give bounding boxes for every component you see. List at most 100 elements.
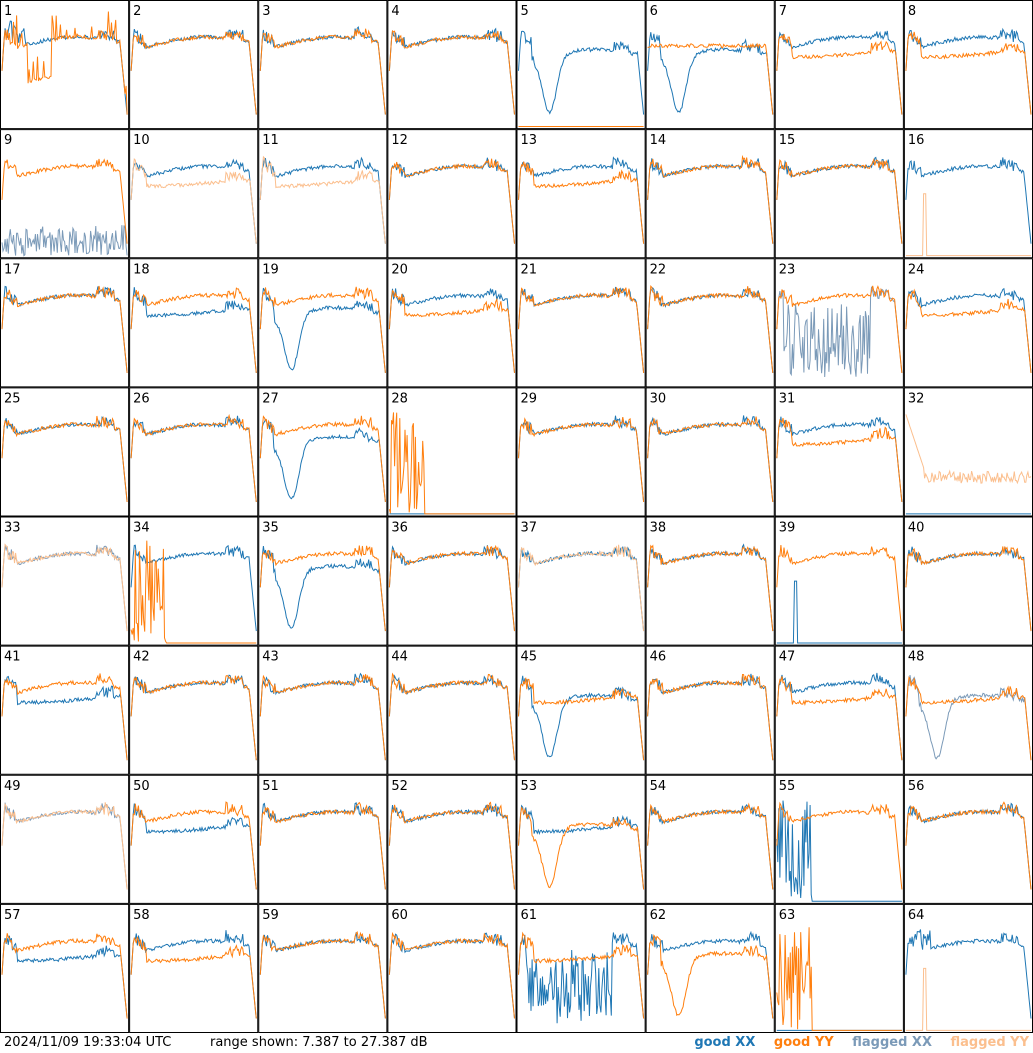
panel-label: 57 (4, 908, 21, 923)
panel-frame (903, 645, 1033, 775)
panel-frame (645, 129, 775, 259)
panel-label: 13 (521, 133, 538, 148)
series-xx (388, 803, 515, 890)
series-yy (1, 673, 128, 761)
panel-label: 41 (4, 650, 21, 665)
timestamp: 2024/11/09 19:33:04 UTC (4, 1035, 172, 1050)
series-yy (388, 672, 515, 761)
series-yy (388, 412, 515, 515)
panel-53: 53 (516, 774, 646, 904)
series-yy (518, 161, 645, 244)
series-yy (130, 540, 257, 644)
panel-label: 39 (779, 521, 796, 536)
panel-label: 60 (391, 908, 408, 923)
series-xx (518, 30, 645, 115)
panel-36: 36 (387, 516, 517, 646)
series-yy (518, 417, 645, 503)
panel-frame (387, 516, 517, 646)
legend-flagged-yy: flagged YY (950, 1035, 1030, 1050)
panel-label: 46 (650, 650, 667, 665)
panel-frame (258, 0, 388, 130)
series-yy (388, 29, 515, 115)
panel-frame (516, 645, 646, 775)
panel-frame (258, 774, 388, 904)
panel-label: 33 (4, 521, 21, 536)
panel-frame (258, 516, 388, 646)
series-yy (388, 931, 515, 1019)
panel-frame (645, 774, 775, 904)
panel-31: 31 (774, 387, 904, 517)
panel-label: 16 (908, 133, 925, 148)
panel-frame (516, 516, 646, 646)
range-text: range shown: 7.387 to 27.387 dB (210, 1035, 428, 1050)
series-xx (388, 545, 515, 632)
panel-frame (387, 645, 517, 775)
series-yy (130, 413, 257, 503)
panel-label: 47 (779, 650, 796, 665)
panel-label: 45 (521, 650, 538, 665)
panel-49: 49 (0, 774, 130, 904)
panel-frame (129, 903, 259, 1033)
series-xx (776, 672, 903, 761)
panel-57: 57 (0, 903, 130, 1033)
panel-frame (0, 645, 130, 775)
panel-7: 7 (774, 0, 904, 130)
panel-label: 49 (4, 779, 21, 794)
series-yy (647, 416, 774, 503)
panel-frame (258, 129, 388, 259)
series-xx (518, 156, 645, 244)
panel-frame (129, 387, 259, 517)
panel-frame (903, 516, 1033, 646)
legend-good-xx: good XX (694, 1035, 756, 1050)
panel-19: 19 (258, 258, 388, 388)
series-yy (259, 674, 386, 761)
series-yy (776, 158, 903, 244)
series-xx (776, 286, 903, 378)
series-yy (905, 967, 1031, 1031)
series-yy (130, 936, 257, 1019)
series-yy (518, 544, 645, 632)
panel-54: 54 (645, 774, 775, 904)
panel-label: 61 (521, 908, 538, 923)
panel-25: 25 (0, 387, 130, 517)
panel-frame (387, 258, 517, 388)
series-xx (1, 225, 128, 257)
panel-label: 54 (650, 779, 667, 794)
series-yy (905, 545, 1032, 632)
panel-label: 63 (779, 908, 796, 923)
panel-label: 44 (391, 650, 408, 665)
panel-frame (129, 774, 259, 904)
panel-21: 21 (516, 258, 646, 388)
panel-frame (774, 387, 904, 517)
panel-label: 36 (391, 521, 408, 536)
panel-46: 46 (645, 645, 775, 775)
panel-frame (645, 0, 775, 130)
panel-frame (903, 258, 1033, 388)
series-yy (388, 544, 515, 632)
panel-frame (0, 129, 130, 259)
series-yy (259, 545, 386, 632)
panel-frame (0, 387, 130, 517)
panel-26: 26 (129, 387, 259, 517)
series-yy (905, 193, 1031, 257)
panel-label: 1 (4, 4, 12, 19)
legend-good-yy: good YY (773, 1035, 834, 1050)
panel-label: 3 (262, 4, 270, 19)
panel-15: 15 (774, 129, 904, 259)
series-xx (130, 415, 257, 503)
series-xx (130, 158, 257, 244)
series-yy (259, 415, 386, 503)
panel-frame (903, 0, 1033, 130)
panel-label: 15 (779, 133, 796, 148)
series-xx (1, 544, 128, 632)
panel-label: 18 (133, 262, 150, 277)
panel-label: 7 (779, 4, 787, 19)
panel-frame (0, 516, 130, 646)
panel-frame (387, 0, 517, 130)
panel-47: 47 (774, 645, 904, 775)
panel-label: 19 (262, 262, 279, 277)
panel-frame (516, 258, 646, 388)
series-xx (776, 416, 903, 503)
series-yy (518, 806, 645, 890)
